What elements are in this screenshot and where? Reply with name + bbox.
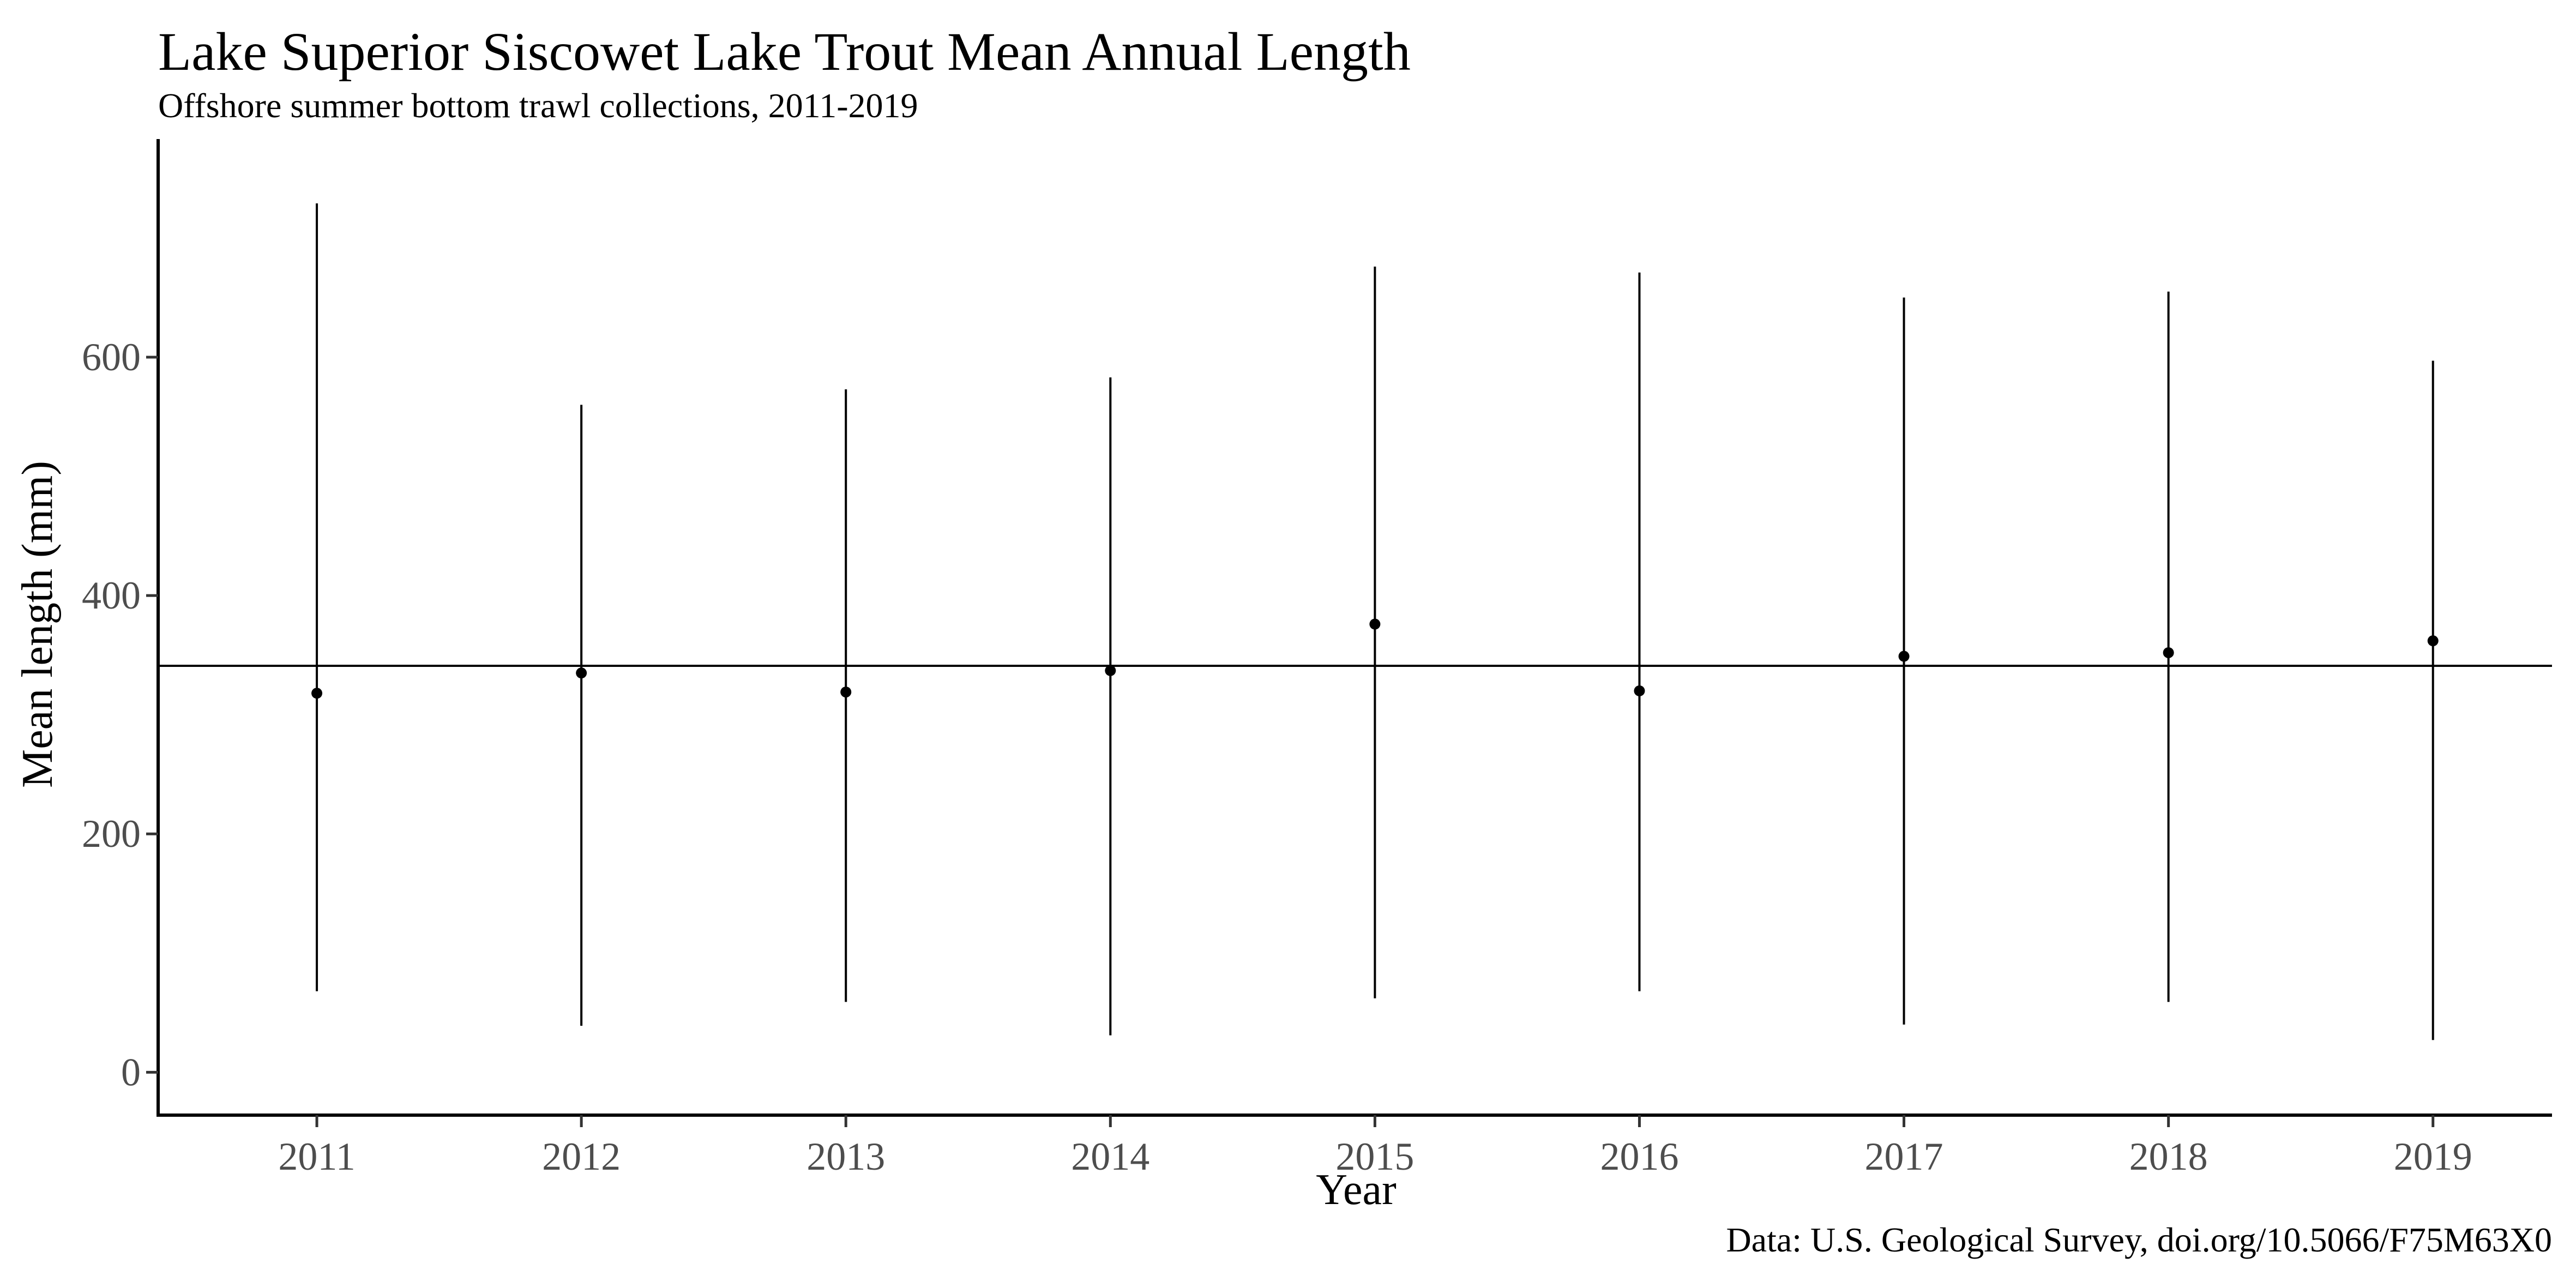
data-point: [1369, 618, 1381, 630]
data-point: [840, 687, 852, 698]
data-point: [311, 688, 323, 699]
data-point: [1898, 651, 1910, 662]
x-tick-label: 2012: [542, 1135, 621, 1178]
data-point: [2427, 635, 2439, 647]
y-axis-title: Mean length (mm): [14, 461, 62, 788]
x-tick-label: 2013: [806, 1135, 885, 1178]
chart-subtitle: Offshore summer bottom trawl collections…: [158, 86, 918, 125]
chart-title: Lake Superior Siscowet Lake Trout Mean A…: [158, 21, 1411, 82]
x-tick-label: 2015: [1335, 1135, 1414, 1178]
data-point: [2163, 647, 2174, 658]
x-tick-label: 2018: [2129, 1135, 2208, 1178]
x-tick-label: 2014: [1071, 1135, 1149, 1178]
x-axis-title: Year: [1316, 1166, 1396, 1214]
y-tick-label: 0: [121, 1050, 141, 1094]
y-tick-label: 600: [82, 335, 141, 379]
x-tick-label: 2017: [1865, 1135, 1943, 1178]
plot-area: 0 200 400 600 2011 2012 2013 2014 2015 2016 2017 20…: [82, 139, 2552, 1178]
x-tick-label: 2016: [1600, 1135, 1678, 1178]
x-tick-label: 2011: [278, 1135, 355, 1178]
x-tick-label: 2019: [2394, 1135, 2472, 1178]
data-point: [576, 667, 587, 679]
y-tick-label: 400: [82, 574, 141, 617]
chart-caption: Data: U.S. Geological Survey, doi.org/10…: [1726, 1220, 2552, 1259]
data-point: [1105, 665, 1116, 676]
y-tick-label: 200: [82, 812, 141, 856]
data-point: [1634, 685, 1645, 696]
